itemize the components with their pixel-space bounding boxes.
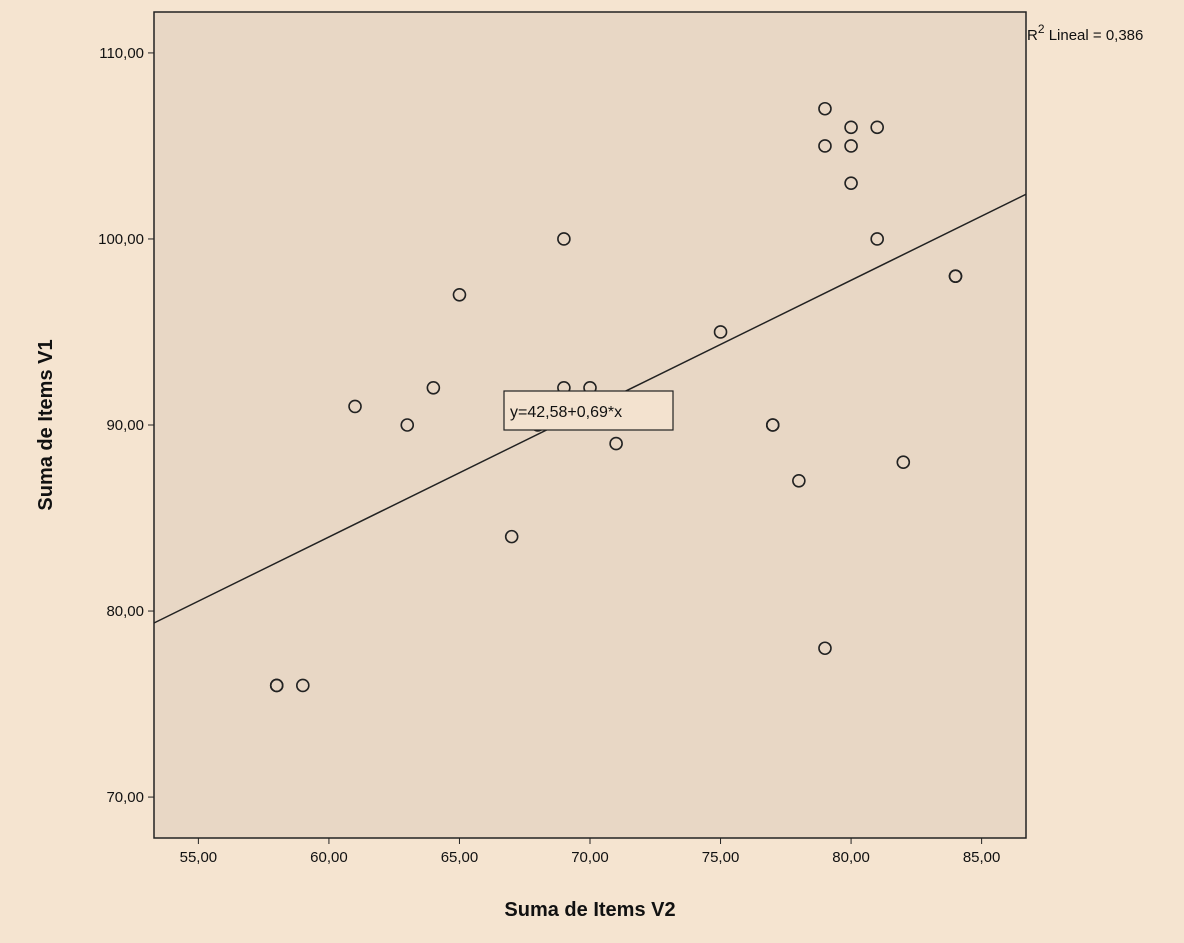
y-tick-label: 90,00 (106, 417, 144, 434)
x-tick-label: 70,00 (571, 849, 609, 866)
data-point (948, 269, 963, 283)
equation-annotation: y=42,58+0,69*x (503, 390, 674, 431)
x-axis: 55,00 60,00 65,00 70,00 75,00 80,00 85,00 (180, 838, 1001, 866)
data-point (765, 418, 780, 432)
y-tick-label: 80,00 (106, 603, 144, 620)
data-point (896, 455, 911, 470)
data-point (818, 101, 832, 116)
data-point (818, 139, 832, 153)
data-point (269, 678, 284, 693)
x-tick-label: 85,00 (963, 849, 1001, 866)
data-point (844, 176, 858, 190)
data-point (844, 120, 858, 135)
data-point (609, 436, 623, 451)
y-axis-title: Suma de Items V1 (35, 339, 57, 510)
data-point (870, 120, 884, 135)
data-point (296, 678, 310, 693)
data-point (818, 641, 832, 656)
x-tick-label: 80,00 (832, 849, 870, 866)
data-point (426, 380, 441, 395)
points-layer (269, 101, 963, 693)
r2-suffix: Lineal = 0,386 (1045, 27, 1144, 44)
data-point (713, 325, 728, 339)
data-point (870, 232, 884, 246)
data-point (400, 418, 415, 432)
y-tick-label: 100,00 (98, 231, 144, 248)
x-tick-label: 65,00 (441, 849, 479, 866)
r2-superscript: 2 (1038, 22, 1045, 36)
x-axis-title: Suma de Items V2 (504, 899, 675, 921)
y-tick-label: 70,00 (106, 789, 144, 806)
r-squared-label: R2 Lineal = 0,386 (1027, 22, 1143, 44)
x-tick-label: 55,00 (180, 849, 218, 866)
y-axis: 70,00 80,00 90,00 100,00 110,00 (98, 45, 154, 806)
r2-prefix: R (1027, 27, 1038, 44)
data-point (348, 399, 362, 414)
data-point (452, 287, 467, 302)
data-point (844, 139, 858, 153)
data-point (792, 474, 806, 488)
x-tick-label: 60,00 (310, 849, 348, 866)
x-tick-label: 75,00 (702, 849, 740, 866)
equation-box (503, 390, 674, 431)
y-tick-label: 110,00 (99, 45, 144, 62)
data-point (504, 529, 519, 544)
data-point (557, 232, 571, 246)
equation-label: y=42,58+0,69*x (510, 404, 622, 421)
